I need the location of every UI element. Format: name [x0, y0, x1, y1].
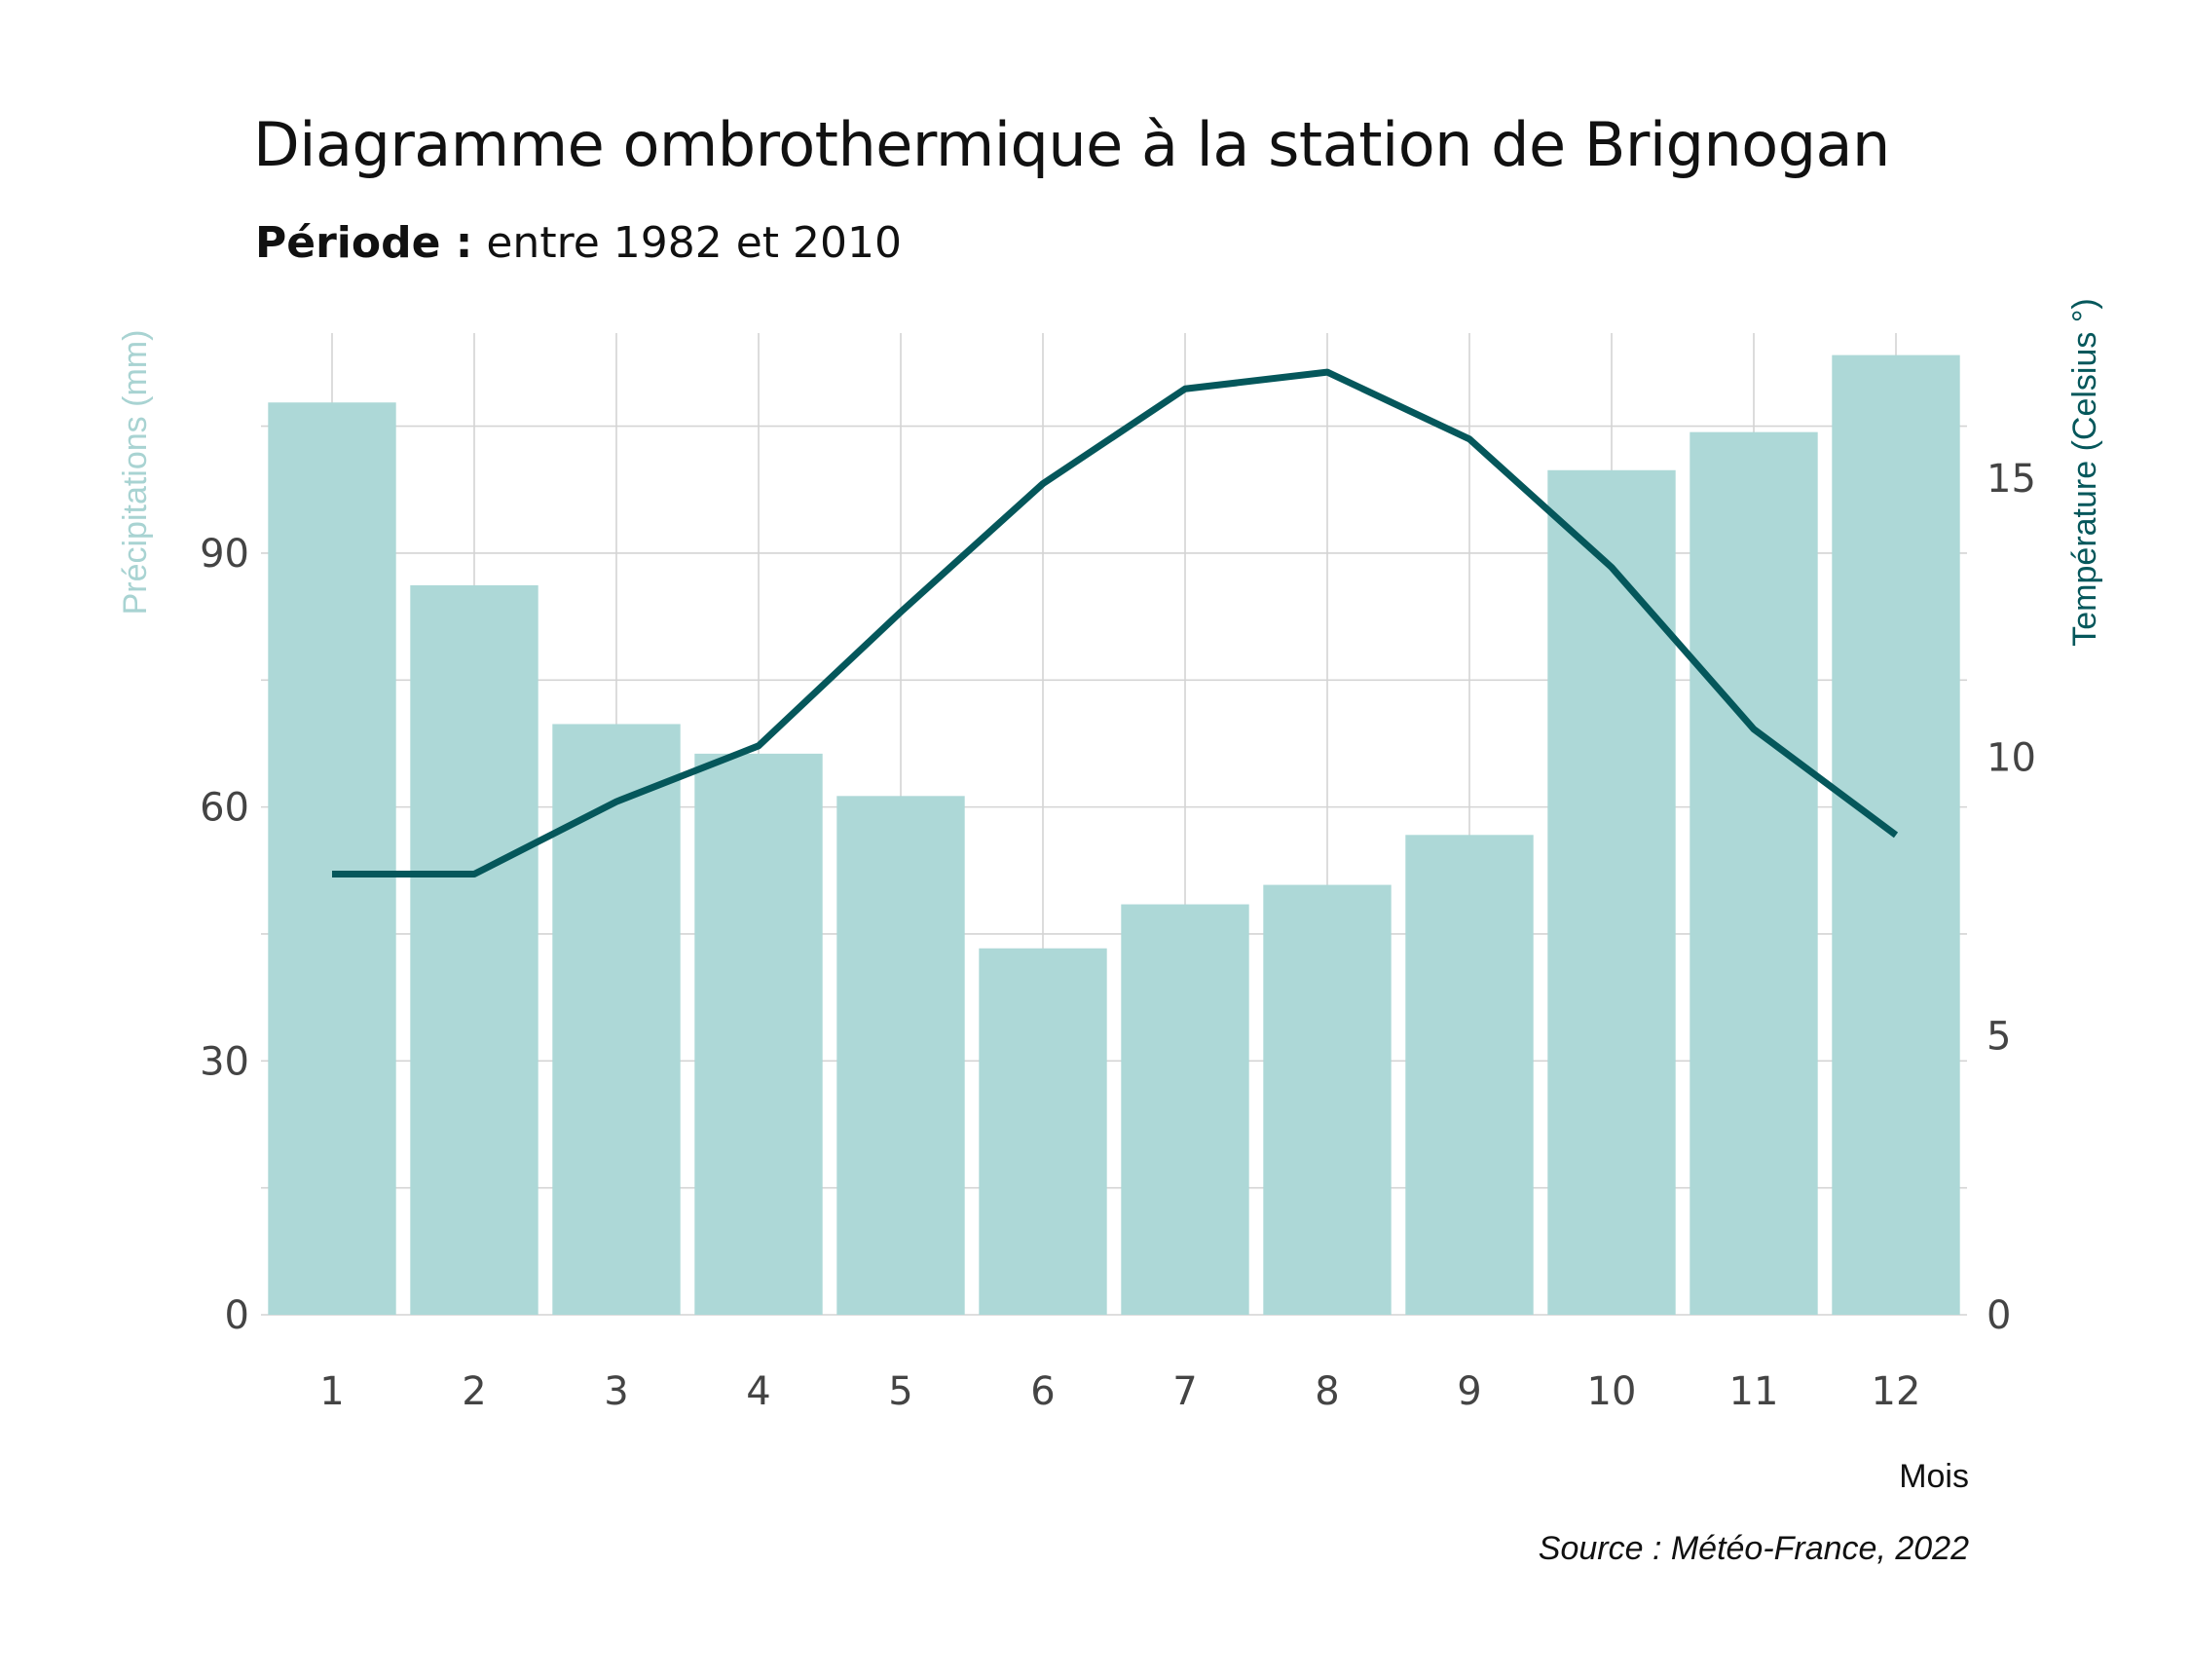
y-tick-label-right: 15 — [1987, 457, 2036, 502]
bar-7 — [1121, 904, 1249, 1315]
bar-8 — [1263, 884, 1392, 1315]
bars-layer — [268, 355, 1960, 1316]
subtitle-label: Période : — [255, 218, 473, 268]
x-tick-label: 2 — [462, 1369, 486, 1414]
bar-9 — [1405, 835, 1534, 1315]
y-tick-label-right: 0 — [1987, 1293, 2011, 1338]
y-tick-label-left: 0 — [225, 1293, 249, 1338]
x-tick-label: 6 — [1030, 1369, 1055, 1414]
subtitle-text: entre 1982 et 2010 — [486, 218, 902, 268]
temperature-line — [332, 368, 1899, 878]
x-tick-label: 11 — [1729, 1369, 1779, 1414]
y-tick-label-left: 60 — [200, 786, 249, 831]
bar-4 — [694, 753, 823, 1315]
x-axis-title: Mois — [1899, 1458, 1969, 1495]
x-tick-label: 7 — [1172, 1369, 1197, 1414]
y-tick-label-left: 90 — [200, 532, 249, 577]
x-tick-label: 12 — [1872, 1369, 1921, 1414]
bar-5 — [836, 796, 965, 1315]
line-layer — [332, 368, 1899, 878]
bar-11 — [1690, 431, 1818, 1316]
chart-caption: Source : Météo-France, 2022 — [1539, 1530, 1969, 1567]
x-tick-label: 9 — [1457, 1369, 1481, 1414]
x-tick-label: 3 — [604, 1369, 628, 1414]
chart-title: Diagramme ombrothermique à la station de… — [253, 109, 1890, 180]
y-axis-title-left: Précipitations (mm) — [117, 330, 154, 616]
y-tick-label-right: 5 — [1987, 1015, 2011, 1060]
y-tick-label-left: 30 — [200, 1039, 249, 1084]
bar-6 — [979, 948, 1107, 1315]
y-tick-label-right: 10 — [1987, 735, 2036, 780]
x-tick-label: 10 — [1587, 1369, 1637, 1414]
y-axis-title-right: Température (Celsius °) — [2066, 298, 2103, 646]
x-tick-label: 8 — [1315, 1369, 1339, 1414]
x-tick-label: 4 — [746, 1369, 770, 1414]
bar-10 — [1547, 469, 1676, 1315]
chart-subtitle: Période : entre 1982 et 2010 — [255, 218, 902, 268]
bar-2 — [410, 584, 538, 1315]
bar-3 — [552, 724, 681, 1315]
x-tick-label: 5 — [888, 1369, 912, 1414]
x-tick-label: 1 — [319, 1369, 344, 1414]
bar-1 — [268, 402, 396, 1316]
